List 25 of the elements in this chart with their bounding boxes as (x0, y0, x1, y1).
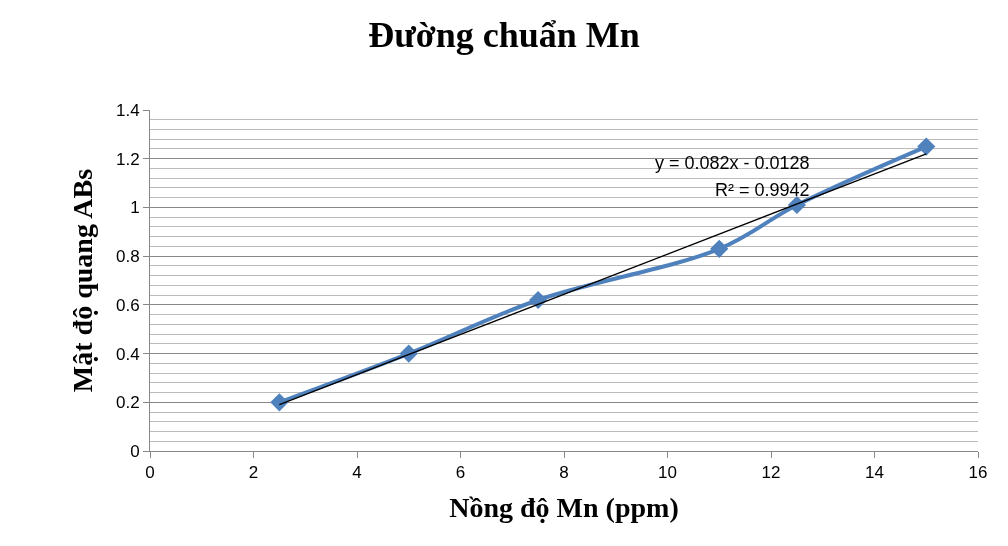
x-tick-label: 14 (865, 463, 884, 483)
x-tick-label: 8 (559, 463, 569, 483)
x-axis-title: Nồng độ Mn (ppm) (449, 491, 679, 523)
y-tick-label: 0.2 (115, 393, 140, 413)
x-tick-label: 12 (761, 463, 781, 483)
x-tick-label: 6 (455, 463, 466, 483)
annotation: R² = 0.9942 (715, 180, 810, 200)
x-tick-label: 16 (968, 463, 988, 483)
x-tick-label: 4 (352, 463, 362, 483)
y-tick-label: 0.4 (115, 344, 140, 364)
y-tick-label: 0.6 (115, 295, 140, 315)
point (917, 137, 936, 156)
point (270, 393, 289, 412)
y-tick-label: 1.2 (115, 149, 140, 169)
x-tick-label: 0 (145, 463, 155, 483)
point (710, 239, 729, 258)
y-tick-label: 0 (130, 441, 140, 461)
x-tick-label: 2 (248, 463, 259, 483)
y-tick-label: 1.4 (115, 100, 140, 120)
y-axis-title: Mật độ quang ABs (66, 168, 98, 393)
x-tick-label: 10 (658, 463, 677, 483)
annotation: y = 0.082x - 0.0128 (655, 153, 810, 173)
y-tick-label: 0.8 (115, 247, 140, 267)
chart-title: Đường chuẩn Mn (368, 15, 640, 56)
y-tick-label: 1 (130, 198, 140, 218)
